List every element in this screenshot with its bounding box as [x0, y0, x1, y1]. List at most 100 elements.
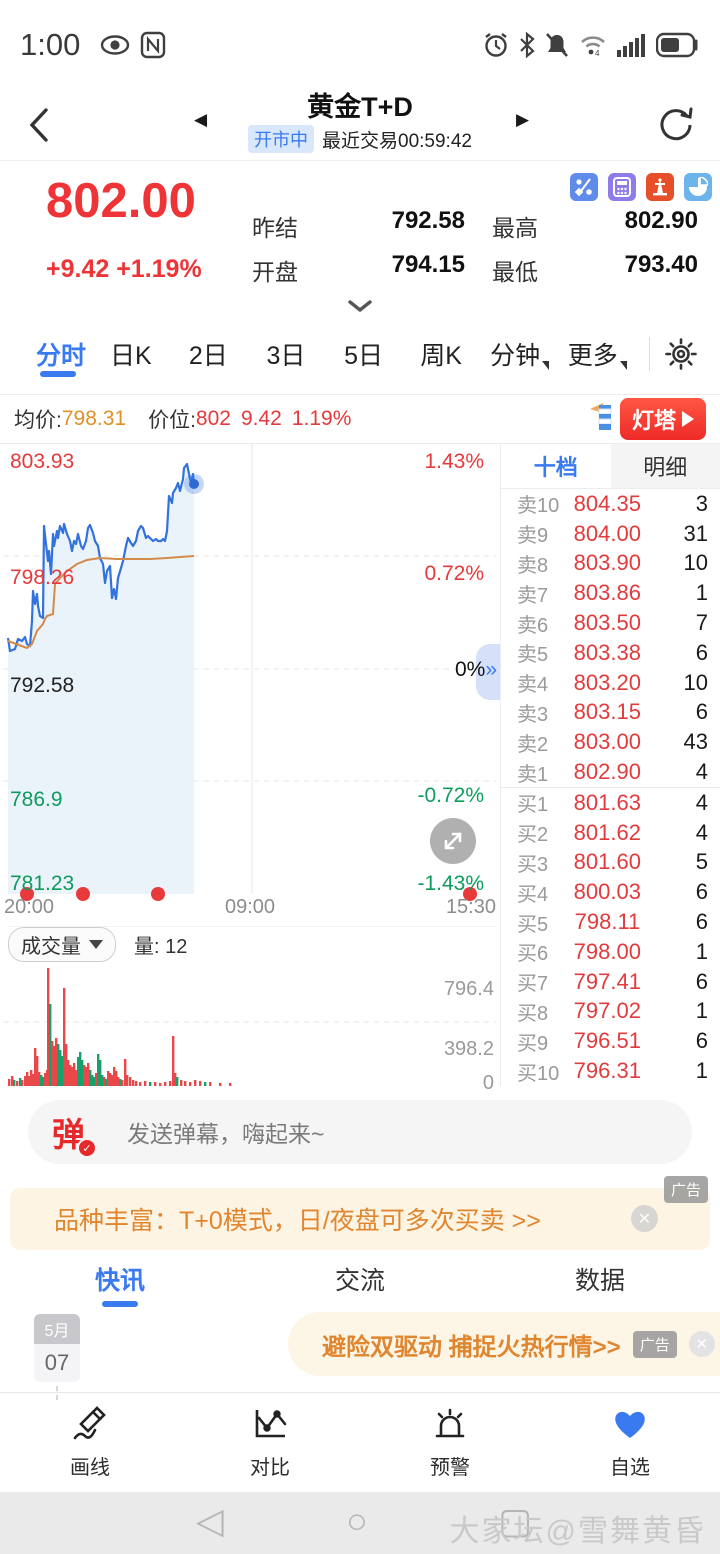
prev-instrument-arrow[interactable]: ◀ — [194, 110, 208, 129]
last-price: 802.00 — [46, 174, 196, 228]
tab-ten-levels[interactable]: 十档 — [501, 444, 611, 488]
fullscreen-expand-icon[interactable] — [430, 818, 476, 864]
time-tick: 09:00 — [224, 896, 276, 918]
date-month: 5月 — [34, 1314, 80, 1344]
order-row[interactable]: 买7 797.41 6 — [517, 968, 708, 996]
wifi-icon: 4 — [578, 32, 608, 58]
order-row[interactable]: 买2 801.62 4 — [517, 819, 708, 847]
beacon-banner[interactable]: 灯塔 — [589, 398, 706, 440]
volume-selector-dropdown[interactable]: 成交量 — [8, 926, 116, 962]
siren-icon — [435, 1408, 465, 1437]
ad-strip[interactable]: 避险双驱动 捕捉火热行情>> 广告 ✕ — [288, 1312, 720, 1376]
vol-axis-label: 796.4 — [443, 978, 494, 1000]
order-row[interactable]: 买9 796.51 6 — [517, 1028, 708, 1055]
android-home-button[interactable]: ○ — [346, 1500, 368, 1541]
order-row[interactable]: 卖9 804.00 31 — [517, 520, 708, 548]
toolbar-watchlist[interactable]: 自选 — [540, 1393, 720, 1492]
signal-icon — [616, 32, 648, 58]
mute-bell-icon — [544, 31, 570, 59]
order-row[interactable]: 买5 798.11 6 — [517, 909, 708, 936]
next-instrument-arrow[interactable]: ▶ — [516, 110, 530, 129]
tab-2day[interactable]: 2日 — [188, 341, 228, 370]
y-label: 792.58 — [10, 674, 75, 697]
battery-icon — [656, 32, 700, 58]
y-label: 798.26 — [10, 566, 75, 589]
toolbar-draw-line[interactable]: 画线 — [0, 1393, 180, 1492]
order-row[interactable]: 买6 798.00 1 — [517, 938, 708, 966]
toolbar-compare[interactable]: 对比 — [180, 1393, 360, 1492]
close-icon[interactable]: ✕ — [688, 1331, 715, 1357]
tab-weekly[interactable]: 周K — [420, 341, 462, 370]
volume-amount: 量: 12 — [134, 935, 188, 958]
vol-axis-label: 0 — [482, 1072, 494, 1094]
tab-5day[interactable]: 5日 — [344, 341, 383, 370]
chart-area: 803.93 798.26 792.58 786.9 781.23 1.43% … — [0, 444, 720, 1094]
close-icon[interactable]: ✕ — [631, 1205, 658, 1232]
dropdown-caret-icon — [89, 939, 103, 949]
ad-badge: 广告 — [632, 1330, 677, 1358]
pie-chart-icon[interactable] — [684, 173, 712, 201]
tab-3day[interactable]: 3日 — [266, 341, 306, 370]
tab-minutes-dropdown[interactable]: 分钟 — [480, 336, 558, 372]
order-row[interactable]: 买10 796.31 1 — [517, 1058, 708, 1085]
toolbar-alert[interactable]: 预警 — [360, 1393, 540, 1492]
date-badge: 5月 07 — [34, 1314, 80, 1382]
volume-chart-canvas[interactable] — [0, 960, 500, 1086]
order-row[interactable]: 卖4 803.20 10 — [517, 669, 708, 697]
price-chart-canvas[interactable] — [0, 444, 500, 901]
ad-text[interactable]: 避险双驱动 捕捉火热行情>> — [322, 1333, 621, 1361]
order-row[interactable]: 卖5 803.38 6 — [517, 639, 708, 667]
dropdown-caret-icon — [542, 360, 550, 370]
orderbook-collapse-handle[interactable] — [476, 644, 500, 700]
back-button[interactable] — [24, 104, 54, 146]
order-row[interactable]: 买4 800.03 6 — [517, 879, 708, 906]
tab-more-dropdown[interactable]: 更多 — [557, 336, 635, 372]
expand-quote-chevron-icon[interactable] — [0, 299, 720, 313]
ad-text[interactable]: 品种丰富：T+0模式，日/夜盘可多次买卖 >> — [54, 1207, 541, 1235]
tab-discussion[interactable]: 交流 — [334, 1267, 385, 1295]
android-recents-button[interactable]: ▢ — [498, 1500, 533, 1541]
time-axis: 20:00 09:00 15:30 — [0, 896, 500, 919]
lighthouse-icon[interactable] — [646, 173, 674, 201]
calculator-icon[interactable] — [608, 173, 636, 201]
percent-tool-icon[interactable] — [570, 173, 598, 201]
minute-chart[interactable]: 803.93 798.26 792.58 786.9 781.23 1.43% … — [0, 444, 500, 1094]
danmaku-placeholder: 发送弹幕，嗨起来~ — [127, 1121, 325, 1147]
order-row[interactable]: 买8 797.02 1 — [517, 998, 708, 1025]
tab-news[interactable]: 快讯 — [0, 1261, 240, 1307]
period-tab-bar: 分时 日K 2日 3日 5日 周K 分钟 更多 — [0, 313, 720, 395]
tab-detail[interactable]: 明细 — [610, 444, 720, 488]
sell-levels-list: 卖10 804.35 3 卖9 804.00 31 卖8 803.90 10 卖… — [501, 489, 720, 787]
danmaku-input[interactable]: 弹 发送弹幕，嗨起来~ — [28, 1100, 692, 1164]
android-back-button[interactable]: ◁ — [196, 1500, 224, 1541]
buy-levels-list: 买1 801.63 4 买2 801.62 4 买3 801.60 5 买4 8… — [501, 788, 720, 1086]
order-row[interactable]: 卖6 803.50 7 — [517, 610, 708, 637]
stat-value: 802.90 — [624, 207, 698, 234]
tab-daily[interactable]: 日K — [109, 341, 152, 370]
price-level-value: 802 — [195, 407, 231, 430]
gear-icon[interactable] — [664, 337, 698, 371]
ad-banner[interactable]: 品种丰富：T+0模式，日/夜盘可多次买卖 >> ✕ 广告 — [10, 1176, 710, 1250]
date-day: 07 — [34, 1344, 80, 1382]
clock-time: 1:00 — [20, 27, 81, 62]
dropdown-caret-icon — [619, 360, 627, 370]
chart-info-row: 均价: 798.31 价位: 802 9.42 1.19% 灯塔 — [0, 395, 720, 444]
order-row[interactable]: 卖3 803.15 6 — [517, 699, 708, 726]
order-row[interactable]: 卖2 803.00 43 — [517, 729, 708, 756]
stat-label: 开盘 — [252, 259, 298, 285]
order-row[interactable]: 卖8 803.90 10 — [517, 550, 708, 577]
change-value: 9.42 — [240, 407, 282, 430]
last-trade-time: 最近交易00:59:42 — [322, 130, 472, 152]
stat-value: 792.58 — [391, 207, 465, 234]
stat-value: 793.40 — [624, 251, 698, 278]
timeline-dash — [56, 1386, 58, 1400]
order-row[interactable]: 卖10 804.35 3 — [517, 490, 708, 518]
order-row[interactable]: 买1 801.63 4 — [517, 789, 708, 817]
refresh-icon[interactable] — [654, 102, 698, 146]
pct-label: -0.72% — [417, 784, 484, 807]
tab-data[interactable]: 数据 — [574, 1267, 625, 1295]
tab-minute[interactable]: 分时 — [36, 341, 87, 370]
order-row[interactable]: 买3 801.60 5 — [517, 849, 708, 876]
order-row[interactable]: 卖7 803.86 1 — [517, 580, 708, 607]
order-row[interactable]: 卖1 802.90 4 — [517, 759, 708, 786]
